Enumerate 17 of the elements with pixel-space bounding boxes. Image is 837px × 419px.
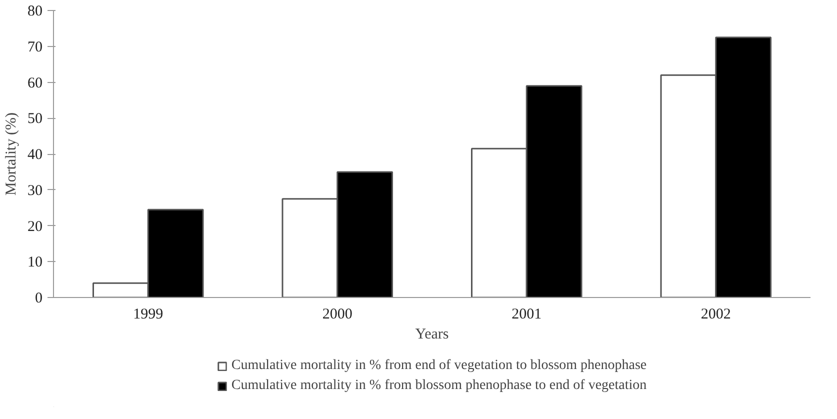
y-tick-label: 60 bbox=[28, 75, 42, 92]
x-tick-label: 1999 bbox=[133, 306, 164, 322]
y-tick-label: 30 bbox=[28, 182, 42, 199]
legend-label: Cumulative mortality in % from end of vegetation to blossom phenophase bbox=[231, 358, 647, 374]
x-tick-label: 2001 bbox=[512, 306, 542, 322]
x-tick-label: 2000 bbox=[322, 306, 352, 322]
y-axis-title: Mortality (%) bbox=[4, 112, 20, 196]
y-tick-label: 20 bbox=[28, 218, 42, 235]
y-tick-label: 10 bbox=[28, 254, 42, 271]
y-tick-label: 50 bbox=[28, 111, 42, 128]
y-tick-label: 70 bbox=[28, 39, 42, 56]
x-axis-title: Years bbox=[415, 326, 449, 342]
legend-label: Cumulative mortality in % from blossom phenophase to end of vegetation bbox=[231, 378, 647, 394]
y-tick-label: 0 bbox=[35, 290, 42, 306]
y-tick-label: 80 bbox=[28, 4, 42, 20]
x-tick-label: 2002 bbox=[700, 306, 731, 322]
y-tick-label: 40 bbox=[28, 147, 42, 163]
